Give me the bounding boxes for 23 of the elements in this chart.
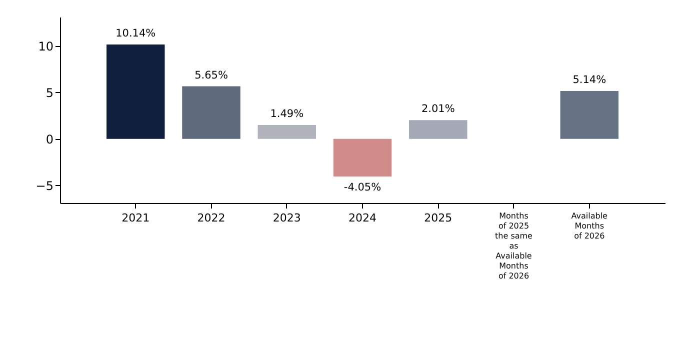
x-tick-label: 2021 — [122, 212, 150, 224]
data-label: 10.14% — [116, 28, 156, 40]
x-tick-label: 2023 — [272, 212, 301, 224]
y-tick-label: 10 — [38, 39, 54, 54]
x-tick-label: 2024 — [348, 212, 376, 224]
x-tick-label: 2025 — [424, 212, 452, 224]
x-tick-label: 2022 — [197, 212, 226, 224]
bar — [106, 44, 165, 139]
data-label: -4.05% — [344, 181, 382, 194]
data-label: 5.65% — [194, 69, 228, 82]
data-label: 2.01% — [421, 103, 455, 116]
bar — [333, 138, 392, 176]
x-tick-label: Available Months of 2026 — [571, 212, 608, 240]
bar — [560, 91, 618, 139]
y-tick-label: 0 — [46, 132, 54, 146]
bar — [182, 86, 240, 139]
y-tick-label: −5 — [36, 178, 54, 193]
data-label: 5.14% — [572, 74, 606, 86]
bar — [409, 120, 468, 139]
y-tick-label: 5 — [46, 86, 54, 100]
x-tick-label: Months of 2025 the same as Available Months of 2026 — [495, 212, 533, 280]
data-label: 1.49% — [270, 108, 304, 120]
bar — [258, 124, 316, 139]
